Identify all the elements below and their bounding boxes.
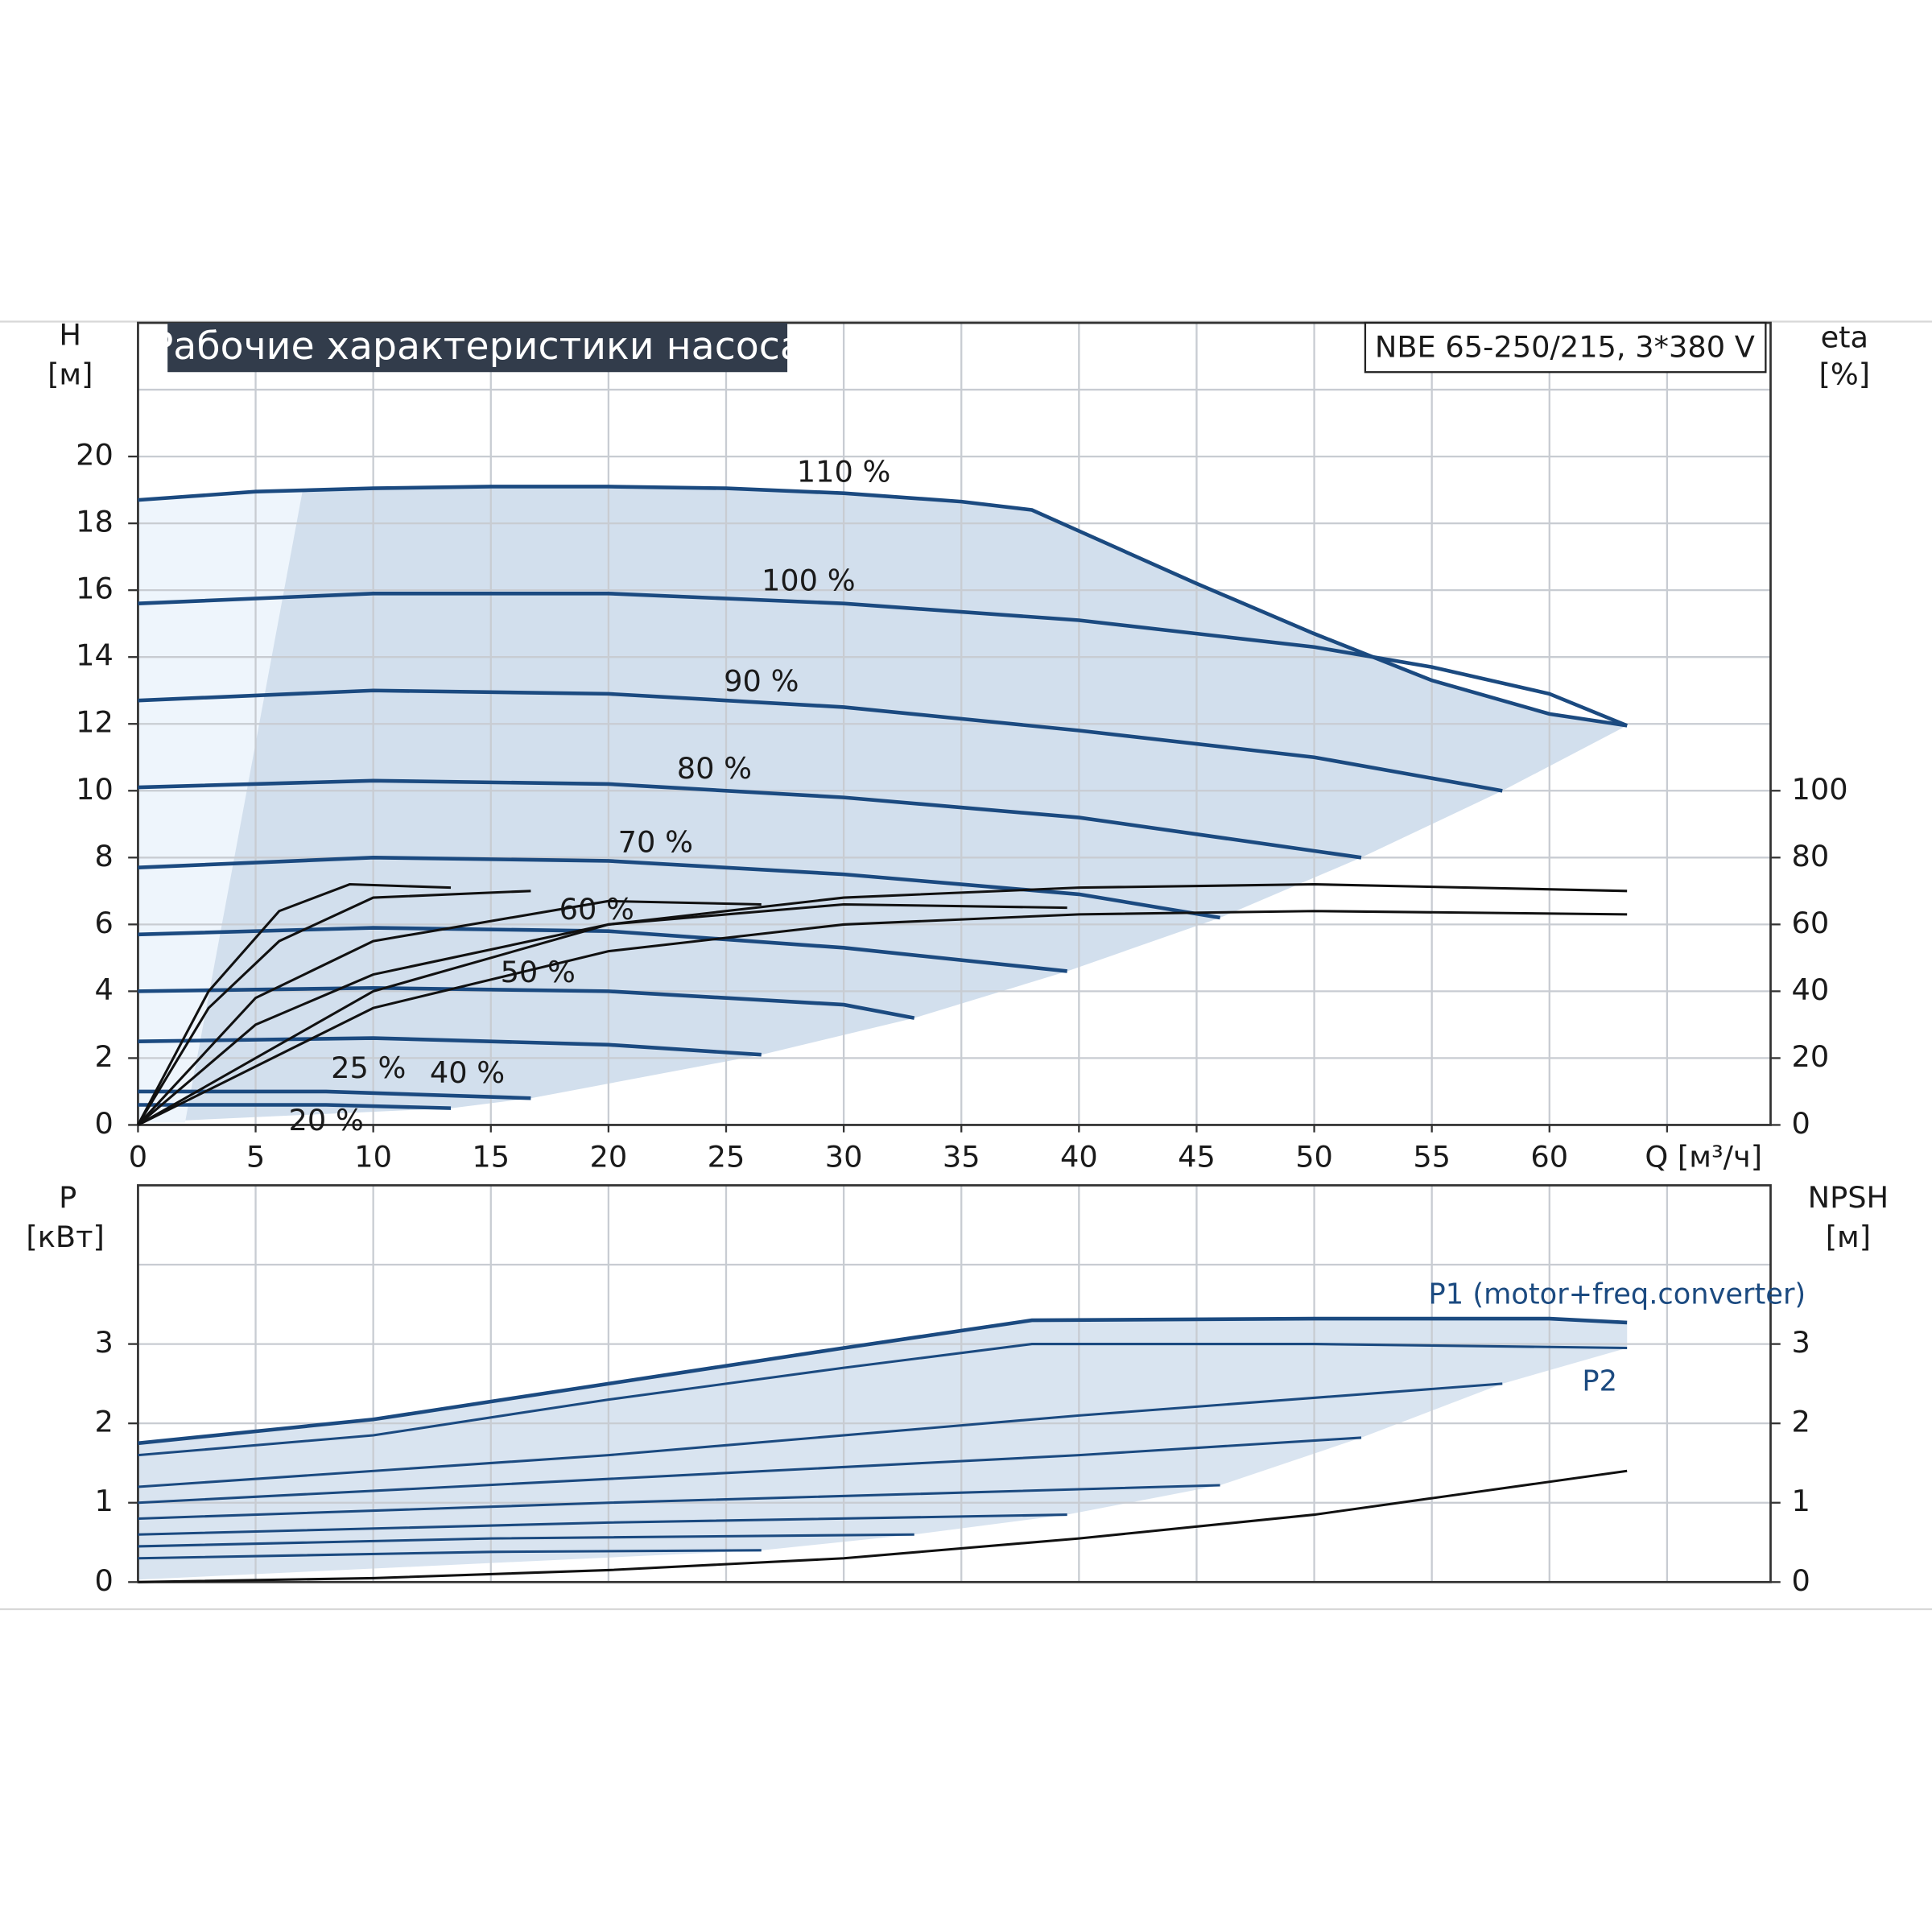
curve — [138, 926, 1067, 973]
x-tick-label: 0 — [129, 1139, 147, 1174]
curve — [138, 688, 1503, 793]
y-tick-label: 12 — [76, 705, 114, 740]
y2-axis-unit: [м] — [1826, 1220, 1871, 1254]
y-tick-label: 10 — [76, 772, 114, 807]
y2-tick-label: 100 — [1792, 772, 1848, 807]
model-box — [1364, 321, 1767, 374]
y-tick-label: 14 — [76, 638, 114, 673]
y2-axis-label: eta — [1821, 320, 1868, 354]
x-tick-label: 60 — [1530, 1139, 1568, 1174]
y-tick-label: 3 — [94, 1325, 113, 1360]
x-tick-label: 45 — [1178, 1139, 1216, 1174]
curve — [138, 592, 1629, 728]
curve-label: 110 % — [797, 454, 891, 489]
curve-label: P1 (motor+freq.converter) — [1429, 1278, 1806, 1311]
curve-label: 80 % — [677, 751, 752, 786]
curve — [138, 1316, 1628, 1446]
y2-tick-label: 20 — [1792, 1039, 1830, 1074]
curve-label: P2 — [1582, 1364, 1617, 1397]
x-tick-label: 40 — [1060, 1139, 1098, 1174]
y-tick-label: 4 — [94, 972, 113, 1007]
curve — [138, 778, 1362, 860]
curve — [138, 1036, 762, 1057]
curve — [138, 485, 1628, 728]
y-tick-label: 8 — [94, 839, 113, 873]
x-tick-label: 15 — [472, 1139, 510, 1174]
title-box — [167, 323, 788, 373]
curve — [138, 1343, 1628, 1457]
y-tick-label: 18 — [76, 505, 114, 539]
curve — [138, 1484, 1220, 1521]
y-tick-label: 0 — [94, 1106, 113, 1141]
curve — [138, 1089, 531, 1100]
curve — [138, 856, 1220, 920]
y-tick-label: 2 — [94, 1039, 113, 1074]
y-axis-unit: [кВт] — [26, 1220, 104, 1254]
curve — [138, 1549, 762, 1560]
y2-axis-label: NPSH — [1808, 1180, 1889, 1215]
curve — [138, 1436, 1362, 1505]
y-tick-label: 1 — [94, 1484, 113, 1518]
curve-label: 90 % — [724, 663, 799, 698]
y2-tick-label: 40 — [1792, 972, 1830, 1007]
x-tick-label: Q [м³/ч] — [1645, 1139, 1762, 1174]
operating-region — [138, 486, 1628, 1123]
x-tick-label: 30 — [825, 1139, 863, 1174]
y-tick-label: 0 — [94, 1563, 113, 1598]
curve — [138, 1513, 1067, 1536]
x-tick-label: 25 — [708, 1139, 745, 1174]
secondary-curve — [137, 882, 452, 1126]
curve-label: 60 % — [559, 892, 634, 927]
plot-frame — [137, 1184, 1772, 1583]
curve — [138, 1103, 452, 1110]
plots: 0 5 10 15 20 25 30 35 40 45 50 55 60 Q [м³/ч]02468101… — [76, 321, 1848, 1598]
y2-tick-label: 2 — [1792, 1405, 1810, 1439]
chart-title: Рабочие характеристики насоса — [151, 324, 803, 369]
secondary-curve — [137, 890, 531, 1126]
curve — [138, 1533, 914, 1548]
y-tick-label: 16 — [76, 572, 114, 606]
x-tick-label: 5 — [246, 1139, 265, 1174]
curve — [138, 985, 915, 1020]
x-tick-label: 55 — [1413, 1139, 1451, 1174]
curve-label: 50 % — [501, 955, 576, 989]
secondary-curve — [138, 1469, 1628, 1583]
secondary-curve — [137, 899, 762, 1126]
y2-tick-label: 60 — [1792, 906, 1830, 940]
y2-tick-label: 80 — [1792, 839, 1830, 873]
curve-label: 40 % — [430, 1055, 505, 1090]
y2-tick-label: 0 — [1792, 1563, 1810, 1598]
y-axis-label: P — [59, 1180, 76, 1215]
curve-label: 25 % — [331, 1051, 406, 1085]
curve — [138, 1382, 1503, 1488]
y-axis-label: H — [59, 317, 81, 352]
curve-label: 70 % — [618, 824, 693, 859]
y-tick-label: 20 — [76, 438, 114, 473]
y2-tick-label: 3 — [1792, 1325, 1810, 1360]
x-tick-label: 10 — [354, 1139, 392, 1174]
secondary-curve — [137, 902, 1067, 1126]
x-tick-label: 35 — [943, 1139, 980, 1174]
model-label: NBE 65-250/215, 3*380 V — [1375, 330, 1755, 365]
y2-tick-label: 0 — [1792, 1106, 1810, 1141]
left-region — [138, 490, 303, 1123]
x-tick-label: 20 — [590, 1139, 628, 1174]
curve-label: 100 % — [762, 563, 856, 597]
y-tick-label: 2 — [94, 1405, 113, 1439]
operating-region — [138, 1319, 1628, 1580]
secondary-curve — [137, 882, 1628, 1126]
y-tick-label: 6 — [94, 906, 113, 940]
x-tick-label: 50 — [1295, 1139, 1333, 1174]
secondary-curve — [137, 910, 1628, 1126]
y2-tick-label: 1 — [1792, 1484, 1810, 1518]
y-axis-unit: [м] — [47, 357, 93, 391]
y2-axis-unit: [%] — [1819, 357, 1871, 391]
curve-label: 20 % — [289, 1103, 364, 1137]
